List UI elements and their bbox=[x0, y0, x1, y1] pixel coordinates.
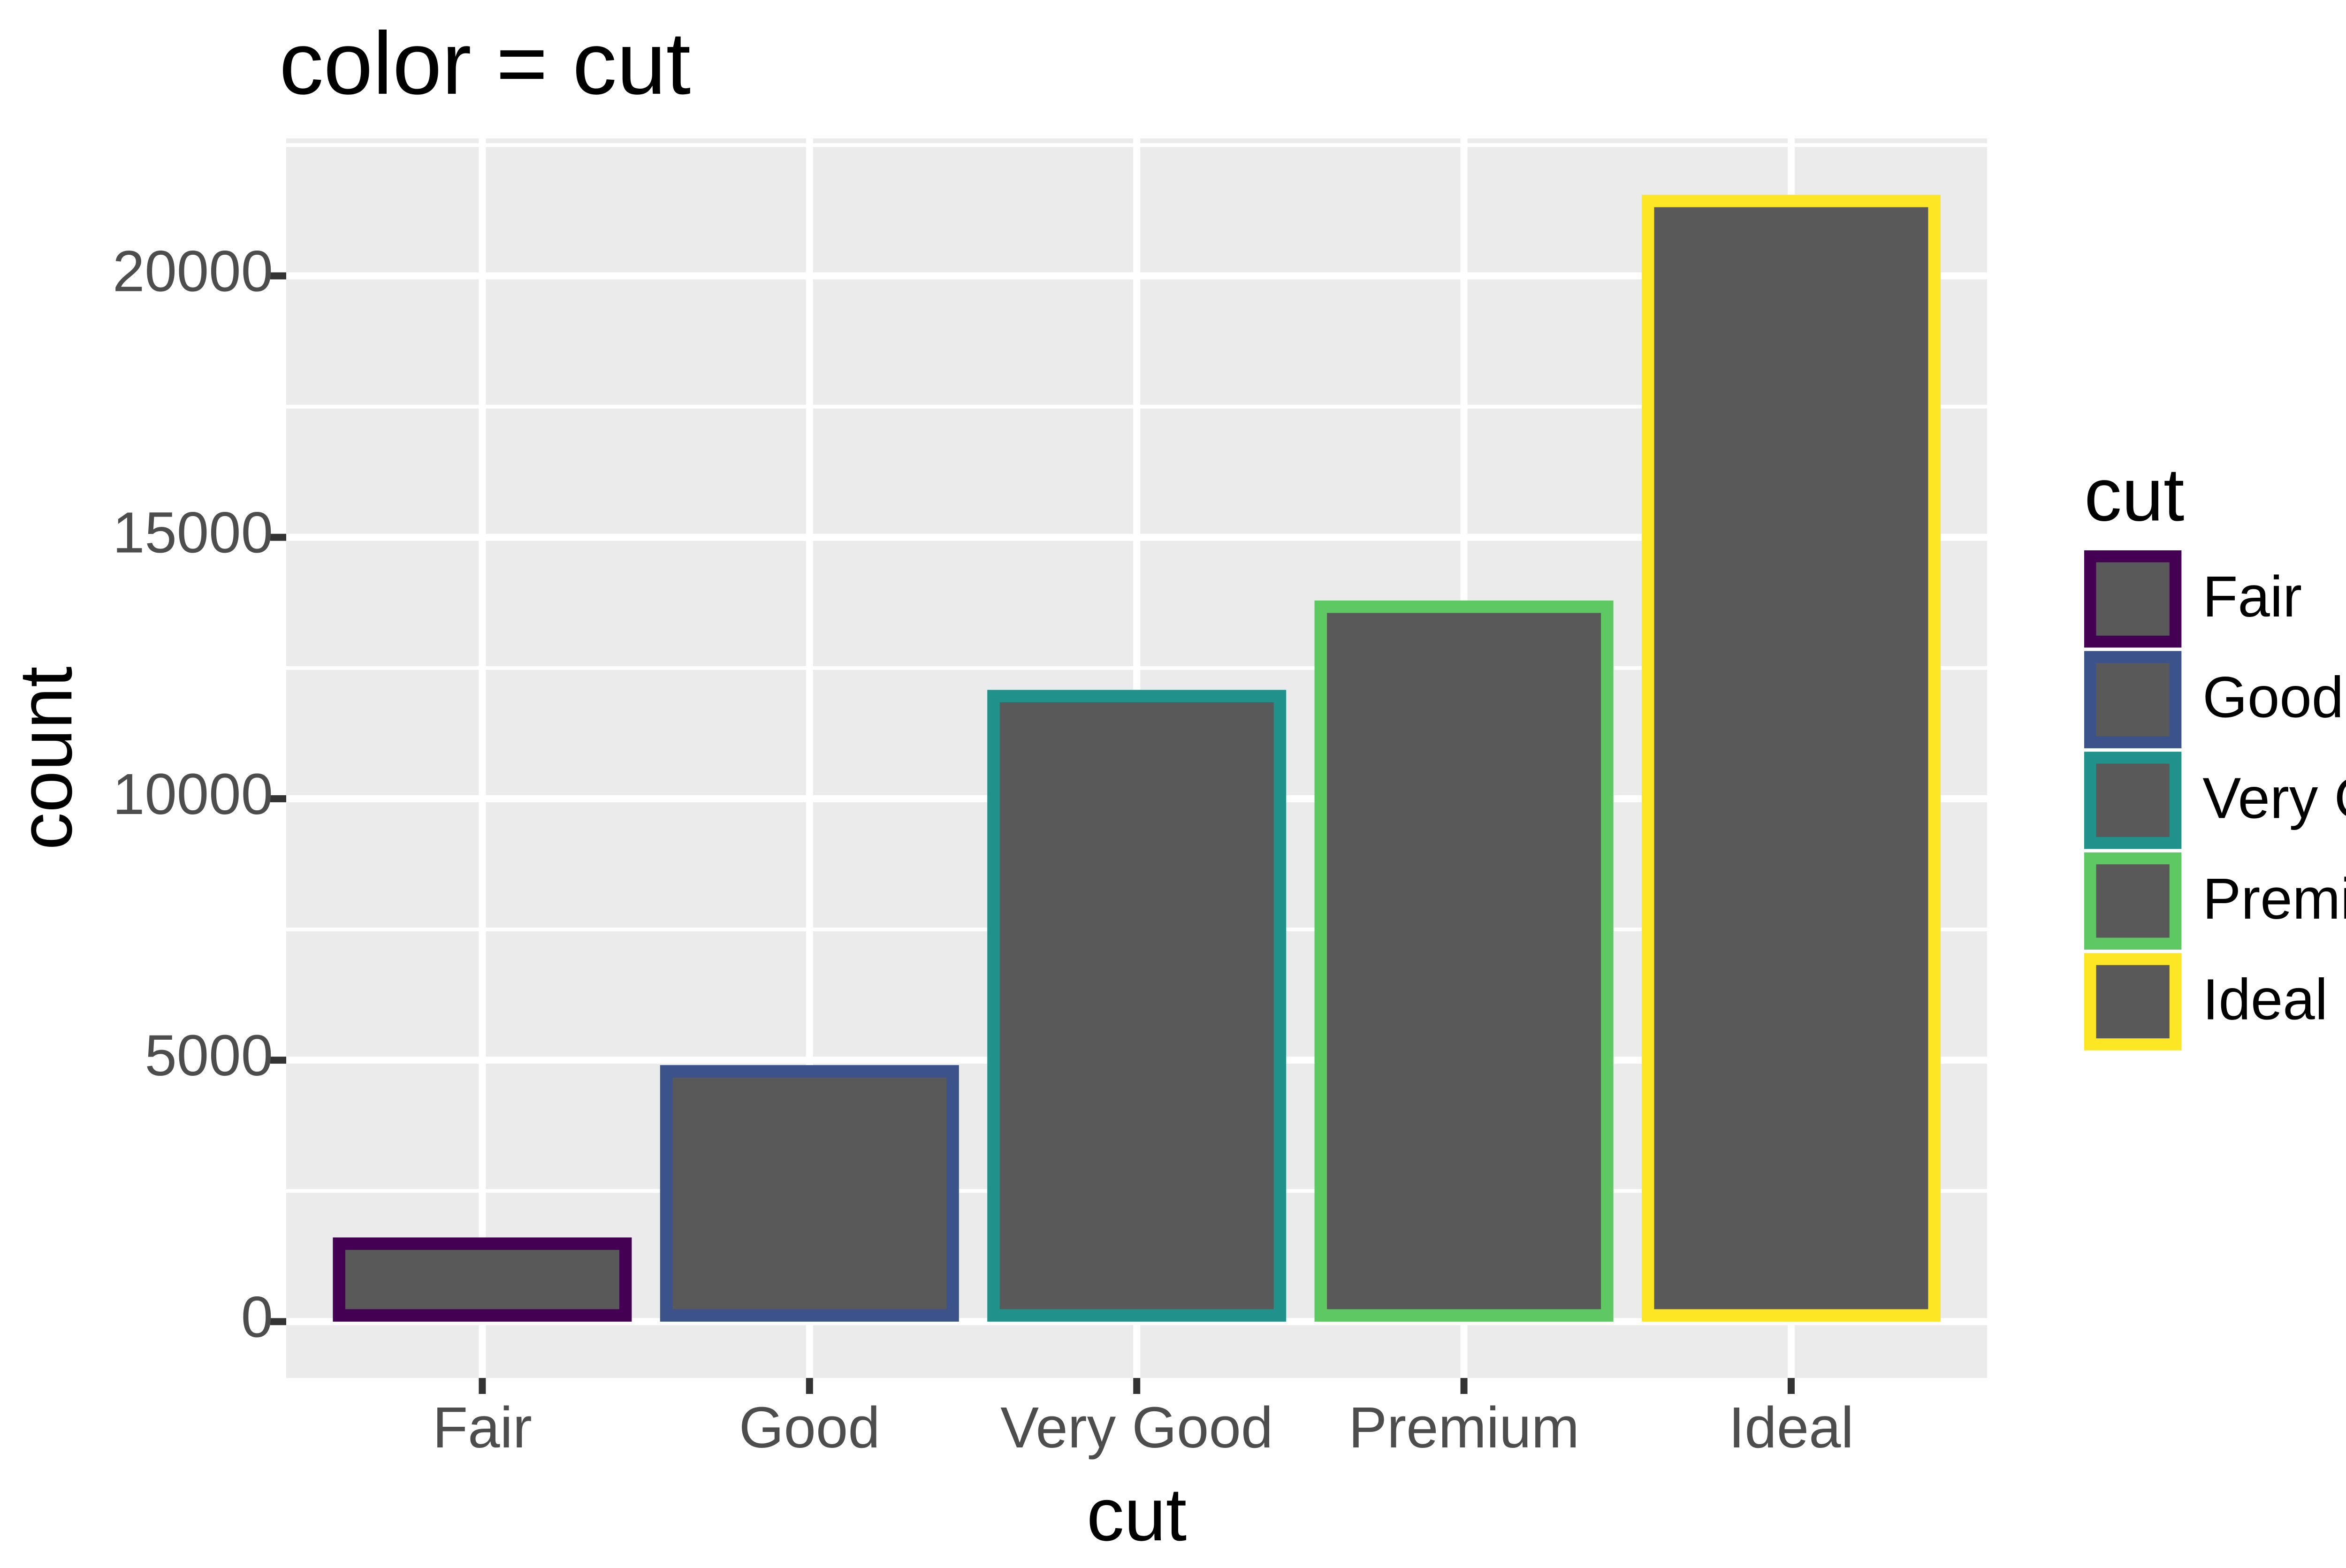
svg-text:Premium: Premium bbox=[2202, 867, 2346, 931]
svg-text:Good: Good bbox=[2202, 666, 2344, 730]
svg-text:Premium: Premium bbox=[1348, 1396, 1579, 1460]
svg-text:Very Good: Very Good bbox=[2202, 766, 2346, 830]
svg-text:cut: cut bbox=[2084, 452, 2184, 536]
svg-text:count: count bbox=[3, 666, 87, 850]
svg-text:color = cut: color = cut bbox=[279, 14, 691, 113]
svg-text:Very Good: Very Good bbox=[1000, 1396, 1273, 1460]
svg-text:0: 0 bbox=[241, 1285, 273, 1349]
svg-text:Ideal: Ideal bbox=[2202, 967, 2328, 1032]
svg-text:Good: Good bbox=[739, 1396, 880, 1460]
svg-text:5000: 5000 bbox=[145, 1024, 273, 1088]
svg-text:Ideal: Ideal bbox=[1729, 1396, 1854, 1460]
svg-text:15000: 15000 bbox=[113, 501, 273, 565]
svg-text:Fair: Fair bbox=[433, 1396, 532, 1460]
svg-text:10000: 10000 bbox=[113, 762, 273, 827]
svg-text:cut: cut bbox=[1087, 1472, 1187, 1556]
svg-text:20000: 20000 bbox=[113, 239, 273, 304]
svg-text:Fair: Fair bbox=[2202, 565, 2302, 629]
